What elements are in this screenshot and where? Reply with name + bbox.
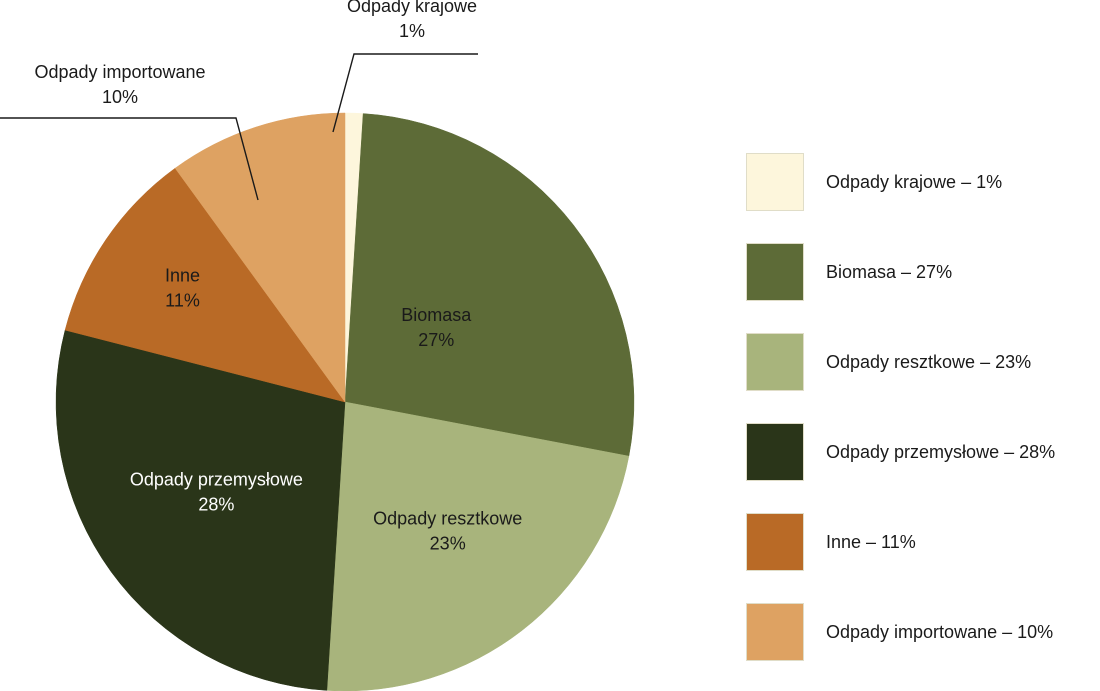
slice-labels: Odpady krajowe 1% Biomasa 27% Odpady resztko… <box>34 0 522 553</box>
legend-swatch <box>746 333 804 391</box>
slice-value-odpady-krajowe: 1% <box>399 21 425 41</box>
legend-label: Odpady resztkowe – 23% <box>826 351 1032 372</box>
legend-label: Odpady krajowe – 1% <box>826 171 1003 192</box>
legend-label: Biomasa – 27% <box>826 261 953 282</box>
slice-label-biomasa: Biomasa <box>401 305 472 325</box>
legend-swatch <box>746 603 804 661</box>
slice-label-odpady-krajowe: Odpady krajowe <box>347 0 477 16</box>
slice-label-odpady-resztkowe: Odpady resztkowe <box>373 508 522 528</box>
legend-item-odpady-przemyslowe: Odpady przemysłowe – 28% <box>746 422 1055 482</box>
slice-label-odpady-przemyslowe: Odpady przemysłowe <box>130 469 303 489</box>
legend-item-odpady-importowane: Odpady importowane – 10% <box>746 602 1053 662</box>
pie-slice-inne <box>64 167 346 403</box>
slice-value-odpady-przemyslowe: 28% <box>198 494 234 514</box>
pie-slice-odpady-resztkowe <box>326 401 630 691</box>
slice-label-inne: Inne <box>165 266 200 286</box>
legend-label: Inne – 11% <box>826 531 916 552</box>
pie-slice-odpady-importowane <box>174 112 346 403</box>
slice-value-odpady-resztkowe: 23% <box>430 533 466 553</box>
legend-swatch <box>746 423 804 481</box>
legend-item-odpady-krajowe: Odpady krajowe – 1% <box>746 152 1002 212</box>
legend-item-inne: Inne – 11% <box>746 512 916 572</box>
slice-value-inne: 11% <box>165 291 200 311</box>
pie-slice-biomasa <box>344 113 635 457</box>
legend-swatch <box>746 243 804 301</box>
legend-item-odpady-resztkowe: Odpady resztkowe – 23% <box>746 332 1031 392</box>
pie-slice-odpady-przemyslowe <box>55 329 346 691</box>
legend-label: Odpady przemysłowe – 28% <box>826 441 1056 462</box>
pie-slices <box>55 112 635 691</box>
leader-lines <box>0 53 478 201</box>
slice-value-biomasa: 27% <box>418 330 454 350</box>
leader-line-odpady-krajowe <box>332 53 478 133</box>
legend-swatch <box>746 513 804 571</box>
legend-label: Odpady importowane – 10% <box>826 621 1054 642</box>
slice-label-odpady-importowane: Odpady importowane <box>34 62 205 82</box>
leader-line-odpady-importowane <box>0 117 259 201</box>
legend-item-biomasa: Biomasa – 27% <box>746 242 952 302</box>
slice-value-odpady-importowane: 10% <box>102 87 138 107</box>
legend-swatch <box>746 153 804 211</box>
